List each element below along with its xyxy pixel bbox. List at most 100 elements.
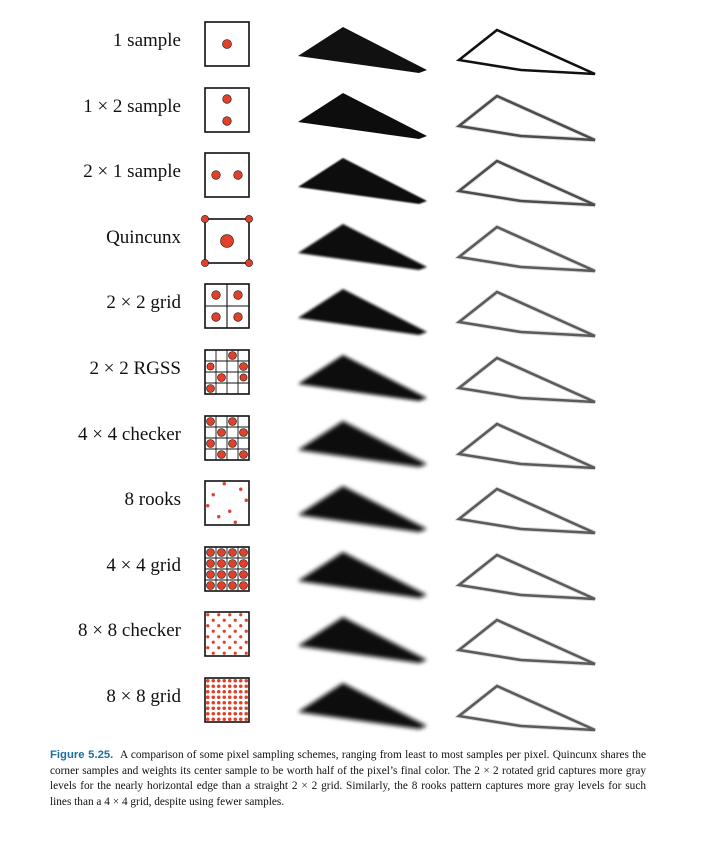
sample-pattern	[204, 21, 250, 67]
sample-point	[206, 635, 210, 639]
sample-point	[233, 312, 243, 322]
sampling-row: 2 × 2 RGSS	[0, 336, 716, 405]
sample-point	[222, 700, 227, 705]
sample-point	[211, 652, 215, 656]
sample-point	[227, 711, 232, 716]
outline-triangle	[455, 290, 596, 338]
filled-triangle	[298, 289, 427, 336]
sample-point	[244, 717, 249, 722]
sample-point	[206, 580, 215, 590]
row-label: 8 rooks	[124, 489, 181, 511]
sample-point	[211, 170, 221, 180]
sample-point	[227, 717, 232, 722]
filled-triangle	[298, 551, 427, 598]
sample-point	[227, 695, 232, 700]
sample-point	[217, 449, 226, 459]
rendered-outline-triangle	[455, 552, 596, 601]
sample-pattern	[204, 414, 250, 461]
filled-triangle	[298, 683, 427, 729]
sample-point	[233, 689, 238, 694]
sample-point	[206, 558, 215, 568]
outline-triangle	[455, 28, 596, 76]
sample-point	[222, 689, 227, 694]
sample-point	[239, 613, 243, 617]
sample-point	[244, 684, 249, 689]
sampling-row: 2 × 2 grid	[0, 270, 716, 339]
filled-triangle	[298, 223, 427, 270]
sample-point	[228, 416, 237, 426]
sample-point	[228, 569, 237, 579]
outline-triangle-halo	[455, 486, 596, 536]
sample-point	[244, 700, 249, 705]
outline-triangle-halo	[455, 224, 596, 273]
row-label: Quincunx	[106, 226, 181, 248]
sample-point	[239, 646, 243, 650]
row-label: 8 × 8 checker	[77, 620, 181, 642]
sample-point	[217, 515, 221, 519]
sample-point	[239, 569, 248, 579]
pixel-square	[204, 480, 250, 526]
sample-point	[244, 695, 249, 700]
sample-point	[228, 646, 232, 650]
rendered-outline-triangle	[455, 355, 596, 405]
sample-point	[217, 547, 226, 557]
rendered-outline-triangle	[455, 93, 596, 142]
sample-point	[233, 170, 243, 180]
sample-point	[217, 558, 226, 568]
sample-point	[201, 258, 209, 267]
sample-point	[233, 678, 238, 683]
sample-point	[233, 711, 238, 716]
sample-point	[228, 624, 232, 628]
outline-triangle	[455, 618, 596, 666]
rendered-filled-triangle	[298, 617, 427, 664]
sample-point	[211, 493, 215, 497]
outline-triangle-halo	[455, 617, 596, 667]
sample-point	[211, 706, 216, 711]
sample-pattern	[204, 283, 250, 330]
sample-point	[227, 684, 232, 689]
sample-point	[222, 619, 226, 623]
sample-point	[211, 684, 216, 689]
sampling-row: 8 × 8 grid	[0, 664, 716, 733]
row-label: 2 × 2 grid	[106, 292, 181, 314]
filled-triangle	[298, 92, 427, 139]
filled-triangle	[298, 355, 427, 401]
sampling-row: 1 sample	[0, 8, 716, 76]
sample-point	[211, 689, 216, 694]
rendered-filled-triangle	[298, 289, 427, 336]
sample-point	[244, 641, 248, 645]
sampling-row: Quincunx	[0, 205, 716, 273]
sample-point	[233, 700, 238, 705]
sample-point	[205, 700, 210, 705]
sample-point	[205, 717, 210, 722]
sample-point	[228, 558, 237, 568]
sample-point	[206, 547, 215, 557]
rendered-outline-triangle	[455, 683, 596, 733]
sample-point	[205, 706, 210, 711]
sample-point	[216, 678, 221, 683]
sample-point	[244, 498, 248, 503]
outline-triangle	[455, 422, 596, 469]
sample-point	[227, 689, 232, 694]
outline-triangle	[455, 487, 596, 535]
sample-point	[211, 641, 215, 645]
sample-point	[206, 438, 215, 448]
sample-point	[239, 373, 248, 382]
sample-point	[239, 547, 248, 557]
rendered-filled-triangle	[298, 158, 427, 205]
sample-point	[239, 427, 248, 437]
sample-point	[205, 678, 210, 683]
rendered-outline-triangle	[455, 617, 596, 667]
sample-point	[227, 700, 232, 705]
rendered-outline-triangle	[455, 421, 596, 470]
sample-point	[217, 427, 226, 437]
rendered-filled-triangle	[298, 683, 427, 729]
row-label: 4 × 4 grid	[106, 554, 181, 576]
sample-point	[211, 700, 216, 705]
caption-label: Figure 5.25.	[50, 749, 114, 761]
sample-point	[239, 624, 243, 628]
sample-point	[238, 689, 243, 694]
rendered-filled-triangle	[298, 355, 427, 401]
sample-point	[206, 362, 215, 371]
sample-pattern	[204, 152, 250, 198]
